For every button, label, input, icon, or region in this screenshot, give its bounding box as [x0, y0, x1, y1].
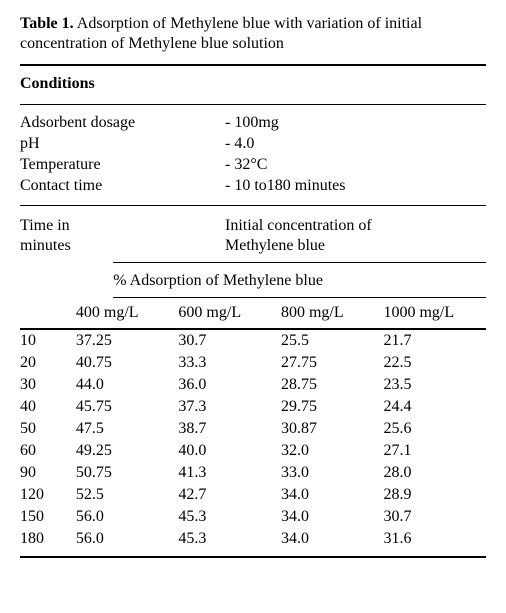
condition-row: Temperature - 32°C — [20, 155, 486, 176]
cell-value: 44.0 — [76, 374, 179, 396]
partial-rule-1 — [20, 258, 486, 267]
cell-value: 45.3 — [178, 528, 281, 550]
cell-value: 36.0 — [178, 374, 281, 396]
rule-under-conditions — [20, 205, 486, 206]
cell-value: 30.87 — [281, 418, 384, 440]
cell-time: 60 — [20, 440, 76, 462]
table-caption-label: Table 1. — [20, 15, 74, 32]
cell-value: 37.25 — [76, 330, 179, 352]
cell-value: 56.0 — [76, 506, 179, 528]
concentration-header: Initial concentration of Methylene blue — [225, 216, 486, 256]
cell-value: 33.3 — [178, 352, 281, 374]
condition-value: - 32°C — [225, 155, 486, 176]
table-row: 9050.7541.333.028.0 — [20, 462, 486, 484]
col-head-400: 400 mg/L — [76, 302, 179, 324]
col-head-1000: 1000 mg/L — [383, 302, 486, 324]
percent-adsorption-header: % Adsorption of Methylene blue — [113, 267, 486, 293]
cell-value: 40.0 — [178, 440, 281, 462]
cell-value: 30.7 — [178, 330, 281, 352]
cell-time: 120 — [20, 484, 76, 506]
cell-time: 30 — [20, 374, 76, 396]
cell-value: 27.75 — [281, 352, 384, 374]
cell-value: 32.0 — [281, 440, 384, 462]
col-head-800: 800 mg/L — [281, 302, 384, 324]
table-row: 4045.7537.329.7524.4 — [20, 396, 486, 418]
cell-value: 29.75 — [281, 396, 384, 418]
cell-value: 47.5 — [76, 418, 179, 440]
cell-value: 34.0 — [281, 528, 384, 550]
conditions-block: Adsorbent dosage - 100mg pH - 4.0 Temper… — [20, 111, 486, 199]
cell-value: 37.3 — [178, 396, 281, 418]
cell-value: 34.0 — [281, 484, 384, 506]
cell-value: 28.0 — [383, 462, 486, 484]
table-caption: Table 1. Adsorption of Methylene blue wi… — [20, 14, 486, 54]
condition-label: Contact time — [20, 176, 225, 197]
table-row: 2040.7533.327.7522.5 — [20, 352, 486, 374]
cell-value: 49.25 — [76, 440, 179, 462]
cell-value: 45.3 — [178, 506, 281, 528]
cell-value: 28.9 — [383, 484, 486, 506]
cell-value: 25.6 — [383, 418, 486, 440]
cell-value: 42.7 — [178, 484, 281, 506]
cell-value: 41.3 — [178, 462, 281, 484]
table-row: 18056.045.334.031.6 — [20, 528, 486, 550]
cell-value: 38.7 — [178, 418, 281, 440]
cell-value: 23.5 — [383, 374, 486, 396]
rule-bottom — [20, 556, 486, 558]
rule-top — [20, 64, 486, 66]
cell-value: 30.7 — [383, 506, 486, 528]
cell-time: 20 — [20, 352, 76, 374]
table-row: 1037.2530.725.521.7 — [20, 330, 486, 352]
percent-adsorption-header-row: % Adsorption of Methylene blue — [20, 267, 486, 293]
cell-value: 22.5 — [383, 352, 486, 374]
condition-value: - 10 to180 minutes — [225, 176, 486, 197]
col-head-600: 600 mg/L — [178, 302, 281, 324]
cell-value: 27.1 — [383, 440, 486, 462]
cell-value: 52.5 — [76, 484, 179, 506]
cell-value: 24.4 — [383, 396, 486, 418]
condition-value: - 4.0 — [225, 134, 486, 155]
cell-value: 21.7 — [383, 330, 486, 352]
rule-under-conditions-heading — [20, 104, 486, 105]
rule-under-percent-header — [113, 297, 486, 298]
cell-value: 34.0 — [281, 506, 384, 528]
cell-value: 25.5 — [281, 330, 384, 352]
cell-value: 50.75 — [76, 462, 179, 484]
condition-row: pH - 4.0 — [20, 134, 486, 155]
rule-under-conc-header — [113, 262, 486, 263]
cell-value: 56.0 — [76, 528, 179, 550]
condition-label: Temperature — [20, 155, 225, 176]
partial-rule-2 — [20, 293, 486, 302]
cell-value: 28.75 — [281, 374, 384, 396]
cell-value: 31.6 — [383, 528, 486, 550]
cell-value: 33.0 — [281, 462, 384, 484]
cell-time: 10 — [20, 330, 76, 352]
condition-row: Contact time - 10 to180 minutes — [20, 176, 486, 197]
cell-time: 90 — [20, 462, 76, 484]
column-group-header: Time in minutes Initial concentration of… — [20, 212, 486, 258]
cell-time: 180 — [20, 528, 76, 550]
cell-value: 45.75 — [76, 396, 179, 418]
table-row: 3044.036.028.7523.5 — [20, 374, 486, 396]
table-row: 15056.045.334.030.7 — [20, 506, 486, 528]
table-header-row: 400 mg/L 600 mg/L 800 mg/L 1000 mg/L — [20, 302, 486, 324]
table-caption-text: Adsorption of Methylene blue with variat… — [20, 15, 422, 52]
time-header: Time in minutes — [20, 216, 225, 256]
table-row: 6049.2540.032.027.1 — [20, 440, 486, 462]
cell-time: 50 — [20, 418, 76, 440]
conditions-heading: Conditions — [20, 72, 486, 98]
condition-label: Adsorbent dosage — [20, 113, 225, 134]
cell-value: 40.75 — [76, 352, 179, 374]
cell-time: 150 — [20, 506, 76, 528]
table-row: 12052.542.734.028.9 — [20, 484, 486, 506]
condition-label: pH — [20, 134, 225, 155]
col-head-time — [20, 302, 76, 324]
data-table: 400 mg/L 600 mg/L 800 mg/L 1000 mg/L 103… — [20, 302, 486, 550]
table-row: 5047.538.730.8725.6 — [20, 418, 486, 440]
condition-value: - 100mg — [225, 113, 486, 134]
cell-time: 40 — [20, 396, 76, 418]
condition-row: Adsorbent dosage - 100mg — [20, 113, 486, 134]
